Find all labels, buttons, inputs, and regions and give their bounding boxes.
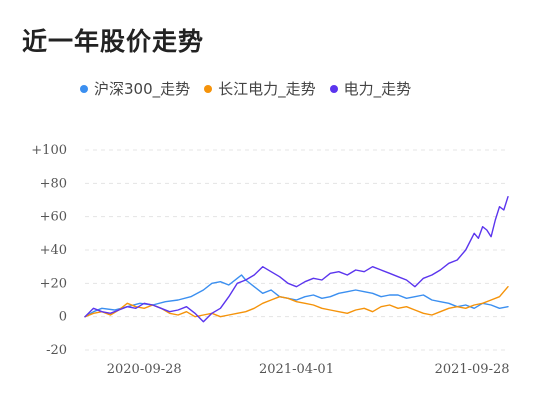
- legend-marker-hs300: [80, 84, 88, 93]
- series-line-power: [84, 195, 509, 323]
- y-tick-label: +80: [40, 176, 67, 191]
- y-tick-label: +20: [40, 276, 67, 291]
- chart-title: 近一年股价走势: [22, 27, 205, 56]
- y-tick-label: +60: [40, 210, 67, 225]
- series-line-cjdl: [84, 286, 509, 318]
- legend-marker-power: [329, 84, 338, 93]
- y-tick-label: -20: [46, 343, 67, 358]
- y-tick-label: +40: [40, 243, 67, 258]
- x-tick-label: 2021-09-28: [435, 362, 510, 377]
- x-tick-label: 2020-09-28: [107, 362, 182, 377]
- y-tick-label: 0: [59, 310, 67, 325]
- legend-item-power[interactable]: 电力_走势: [329, 78, 412, 99]
- series-line-hs300: [84, 274, 509, 318]
- legend-label-cjdl: 长江电力_走势: [218, 80, 316, 98]
- legend-marker-cjdl: [204, 84, 213, 93]
- legend-item-cjdl[interactable]: 长江电力_走势: [204, 78, 316, 99]
- y-tick-label: +100: [31, 143, 67, 158]
- legend-label-power: 电力_走势: [343, 80, 412, 98]
- legend-label-hs300: 沪深300_走势: [94, 80, 191, 98]
- legend-item-hs300[interactable]: 沪深300_走势: [80, 78, 190, 99]
- chart-legend: 沪深300_走势 长江电力_走势 电力_走势: [80, 78, 425, 99]
- x-tick-label: 2021-04-01: [259, 362, 334, 377]
